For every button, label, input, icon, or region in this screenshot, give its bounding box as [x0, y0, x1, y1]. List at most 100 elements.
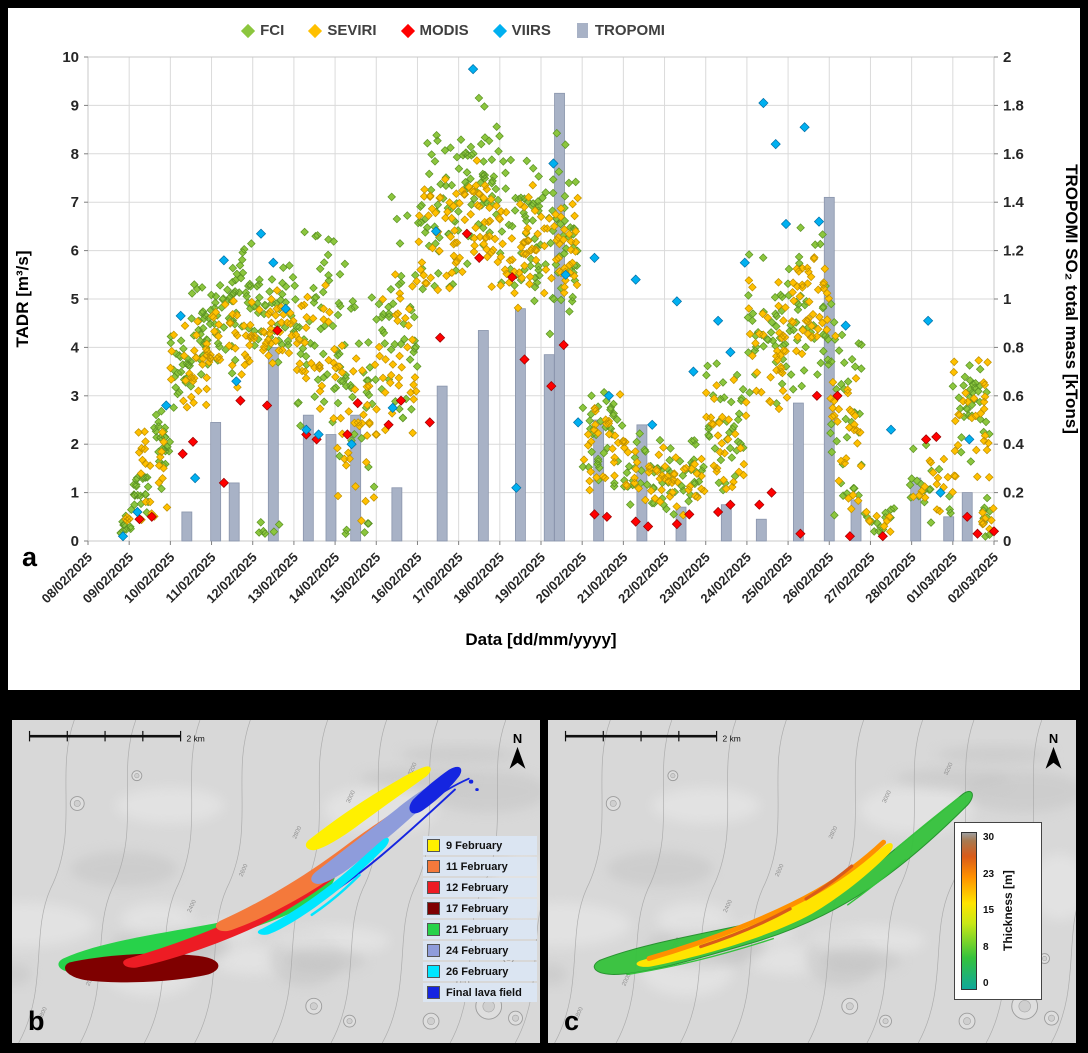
svg-text:3200: 3200	[408, 761, 419, 776]
thickness-colorbar: 30 23 15 8 0 Thickness [m]	[954, 822, 1042, 1000]
svg-text:TROPOMI SO₂ total mass [kTons: TROPOMI SO₂ total mass [kTons]	[1062, 164, 1080, 434]
lava-color-chip	[427, 986, 440, 999]
svg-text:1800: 1800	[574, 1006, 585, 1021]
lava-color-chip	[427, 881, 440, 894]
colorbar-tick-label: 0	[983, 978, 989, 989]
tadr-so2-timeseries-chart: 01234567891000.20.40.60.811.21.41.61.820…	[13, 49, 1080, 649]
svg-text:8: 8	[71, 146, 79, 163]
legend-label: MODIS	[419, 22, 469, 39]
legend-item-modis: MODIS	[400, 22, 469, 39]
lava-legend-label: 26 February	[446, 965, 509, 978]
lava-legend-row: 11 February	[423, 857, 537, 876]
panel-label-a: a	[22, 542, 38, 572]
lava-color-chip	[427, 923, 440, 936]
chart-legend: FCI SEVIRI MODIS VIIRS TROPOMI	[0, 8, 990, 39]
svg-text:2 km: 2 km	[723, 733, 741, 743]
svg-text:3200: 3200	[944, 761, 955, 776]
svg-text:2 km: 2 km	[187, 733, 205, 743]
svg-text:0.4: 0.4	[1003, 436, 1025, 453]
lava-legend-label: 11 February	[446, 860, 508, 873]
svg-text:7: 7	[71, 194, 79, 211]
lava-color-chip	[427, 860, 440, 873]
svg-text:9: 9	[71, 97, 79, 114]
svg-text:6: 6	[71, 243, 79, 260]
panel-label-b: b	[28, 1006, 45, 1036]
lava-color-chip	[427, 839, 440, 852]
svg-text:1.2: 1.2	[1003, 243, 1024, 260]
colorbar-tick-label: 15	[983, 905, 995, 916]
svg-text:3: 3	[71, 388, 79, 405]
legend-item-seviri: SEVIRI	[308, 22, 377, 39]
lava-legend-row: 24 February	[423, 941, 537, 960]
lava-legend-row: 12 February	[423, 878, 537, 897]
svg-text:0: 0	[1003, 533, 1011, 550]
svg-text:2800: 2800	[828, 825, 839, 840]
lava-legend-row: 26 February	[423, 962, 537, 981]
bar-marker-icon	[576, 23, 588, 38]
lava-legend-label: 12 February	[446, 881, 509, 894]
colorbar-tick-label: 23	[983, 868, 995, 880]
colorbar-title: Thickness [m]	[1001, 870, 1016, 952]
panel-label-c: c	[564, 1006, 580, 1036]
svg-text:2800: 2800	[292, 825, 303, 840]
svg-text:2: 2	[71, 436, 79, 453]
panel-lava-flow-dates-map: 180020002200240026002800300032002 kmN 9 …	[12, 720, 540, 1043]
svg-text:10: 10	[62, 49, 79, 66]
svg-text:2: 2	[1003, 49, 1011, 66]
lava-color-chip	[427, 902, 440, 915]
svg-text:3000: 3000	[346, 789, 357, 804]
diamond-marker-icon	[400, 23, 415, 38]
legend-item-viirs: VIIRS	[492, 22, 551, 39]
lava-date-legend: 9 February 11 February 12 February 17 Febru…	[423, 836, 537, 1004]
lava-legend-label: 21 February	[446, 923, 509, 936]
svg-text:1.6: 1.6	[1003, 146, 1024, 163]
svg-text:1: 1	[71, 485, 79, 502]
svg-text:N: N	[513, 731, 522, 746]
lava-legend-label: 9 February	[446, 839, 503, 852]
colorbar-tick-labels: 30 23 15 8 0	[983, 832, 994, 990]
legend-label: VIIRS	[511, 22, 551, 39]
lava-color-chip	[427, 944, 440, 957]
colorbar-tick-label: 30	[983, 832, 995, 843]
svg-text:0.8: 0.8	[1003, 339, 1024, 356]
diamond-marker-icon	[308, 23, 323, 38]
lava-legend-row: 17 February	[423, 899, 537, 918]
legend-item-fci: FCI	[241, 22, 285, 39]
lava-color-chip	[427, 965, 440, 978]
lava-legend-row: 21 February	[423, 920, 537, 939]
svg-text:1.4: 1.4	[1003, 194, 1025, 211]
svg-text:0: 0	[71, 533, 79, 550]
svg-text:1800: 1800	[38, 1006, 49, 1021]
lava-legend-row: Final lava field	[423, 983, 537, 1002]
panel-lava-thickness-map: 180020002200240026002800300032002 kmN 30…	[548, 720, 1076, 1043]
svg-text:Data [dd/mm/yyyy]: Data [dd/mm/yyyy]	[465, 630, 616, 649]
svg-text:2000: 2000	[622, 972, 633, 987]
svg-text:1.8: 1.8	[1003, 97, 1024, 114]
legend-label: SEVIRI	[327, 22, 377, 39]
svg-text:TADR [m³/s]: TADR [m³/s]	[13, 251, 32, 348]
svg-text:N: N	[1049, 731, 1058, 746]
diamond-marker-icon	[241, 23, 256, 38]
svg-text:5: 5	[71, 291, 79, 308]
legend-label: TROPOMI	[594, 22, 665, 39]
svg-text:2400: 2400	[187, 898, 198, 913]
lava-legend-label: 17 February	[446, 902, 509, 915]
svg-text:2400: 2400	[723, 898, 734, 913]
legend-label: FCI	[260, 22, 285, 39]
lava-legend-label: 24 February	[446, 944, 509, 957]
svg-text:0.2: 0.2	[1003, 485, 1024, 502]
svg-text:1: 1	[1003, 291, 1011, 308]
svg-text:2600: 2600	[775, 863, 786, 878]
lava-legend-label: Final lava field	[446, 986, 522, 999]
colorbar-gradient	[961, 832, 977, 990]
svg-text:0.6: 0.6	[1003, 388, 1024, 405]
lava-legend-row: 9 February	[423, 836, 537, 855]
panel-tadr-so2-chart: FCI SEVIRI MODIS VIIRS TROPOMI 0 1 2 3 4 5 6 7 8 9 10 0…	[8, 8, 1080, 690]
legend-item-tropomi: TROPOMI	[576, 22, 665, 39]
colorbar-tick-label: 8	[983, 941, 989, 953]
diamond-marker-icon	[492, 23, 507, 38]
svg-text:3000: 3000	[882, 789, 893, 804]
svg-text:4: 4	[71, 339, 80, 356]
svg-text:2600: 2600	[239, 863, 250, 878]
